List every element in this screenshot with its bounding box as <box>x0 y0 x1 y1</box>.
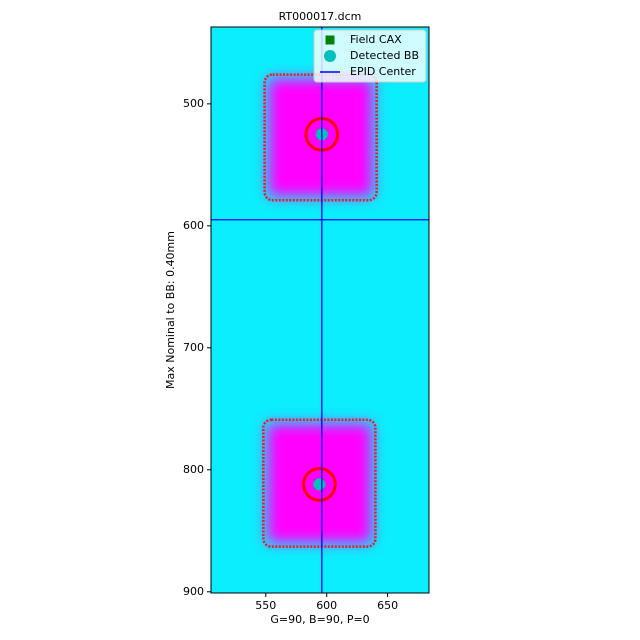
x-tick-label: 600 <box>316 599 337 612</box>
legend-label: Detected BB <box>350 49 419 62</box>
detected-bb <box>313 478 326 491</box>
plot-area <box>211 27 429 593</box>
legend-label: Field CAX <box>350 33 402 46</box>
x-tick-label: 650 <box>377 599 398 612</box>
y-tick-label: 700 <box>183 341 204 354</box>
field-edge <box>262 418 377 548</box>
y-tick-label: 900 <box>183 585 204 598</box>
legend-box <box>313 29 427 83</box>
y-axis-label: Max Nominal to BB: 0.40mm <box>164 231 177 389</box>
legend-label: EPID Center <box>350 65 416 78</box>
overlay: 550 600 650 500 600 700 800 900 Field CAX Detecte… <box>183 26 430 612</box>
x-axis-label: G=90, B=90, P=0 <box>270 613 369 626</box>
bb-ring <box>302 467 337 502</box>
y-tick-label: 500 <box>183 97 204 110</box>
y-tick-label: 600 <box>183 219 204 232</box>
chart-title: RT000017.dcm <box>279 10 362 23</box>
axes-frame <box>210 26 430 594</box>
legend-swatch <box>325 35 335 45</box>
legend-swatch <box>324 50 336 62</box>
legend: Field CAX Detected BB EPID Center <box>313 29 427 83</box>
x-tick-label: 550 <box>255 599 276 612</box>
y-tick-label: 800 <box>183 463 204 476</box>
